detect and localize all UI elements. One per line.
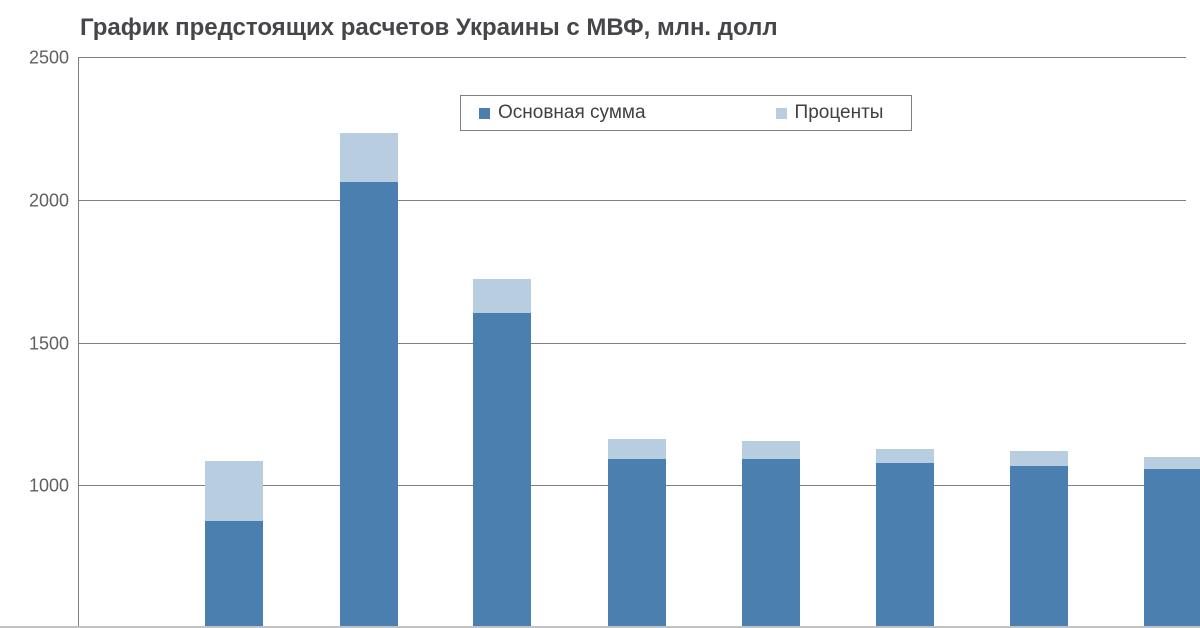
bar-group — [205, 461, 263, 627]
bar-group — [1010, 451, 1068, 627]
bar-segment-principal — [1144, 469, 1200, 627]
bar-segment-interest — [608, 439, 666, 459]
bar-segment-interest — [742, 441, 800, 458]
bar-segment-principal — [742, 459, 800, 627]
ytick-label: 1000 — [29, 476, 79, 497]
ytick-label: 1500 — [29, 333, 79, 354]
bar-segment-principal — [876, 463, 934, 627]
bar-segment-principal — [340, 182, 398, 627]
bar-group — [1144, 457, 1200, 627]
bar-segment-interest — [473, 279, 531, 313]
bar-group — [340, 133, 398, 627]
legend-label: Основная сумма — [498, 102, 646, 124]
legend-swatch-principal — [479, 108, 490, 119]
legend-swatch-interest — [776, 108, 787, 119]
plot-area: 2500 2000 1500 1000 — [78, 57, 1186, 628]
bar-group — [742, 441, 800, 627]
bar-group — [473, 279, 531, 627]
bar-segment-interest — [205, 461, 263, 521]
bar-segment-principal — [1010, 466, 1068, 627]
bar-group — [608, 439, 666, 627]
bar-segment-interest — [340, 133, 398, 182]
legend-item-interest: Проценты — [776, 102, 884, 124]
legend: Основная сумма Проценты — [460, 95, 912, 131]
bar-segment-interest — [1010, 451, 1068, 465]
chart-title: График предстоящих расчетов Украины с МВ… — [80, 14, 778, 42]
bar-segment-principal — [205, 521, 263, 627]
ytick-label: 2000 — [29, 190, 79, 211]
bar-segment-interest — [876, 449, 934, 463]
legend-item-principal: Основная сумма — [479, 102, 646, 124]
ytick-label: 2500 — [29, 48, 79, 69]
legend-label: Проценты — [795, 102, 884, 124]
bar-segment-principal — [608, 459, 666, 627]
bars-container — [79, 57, 1186, 627]
bar-group — [876, 449, 934, 627]
bar-segment-interest — [1144, 457, 1200, 468]
bar-segment-principal — [473, 313, 531, 627]
